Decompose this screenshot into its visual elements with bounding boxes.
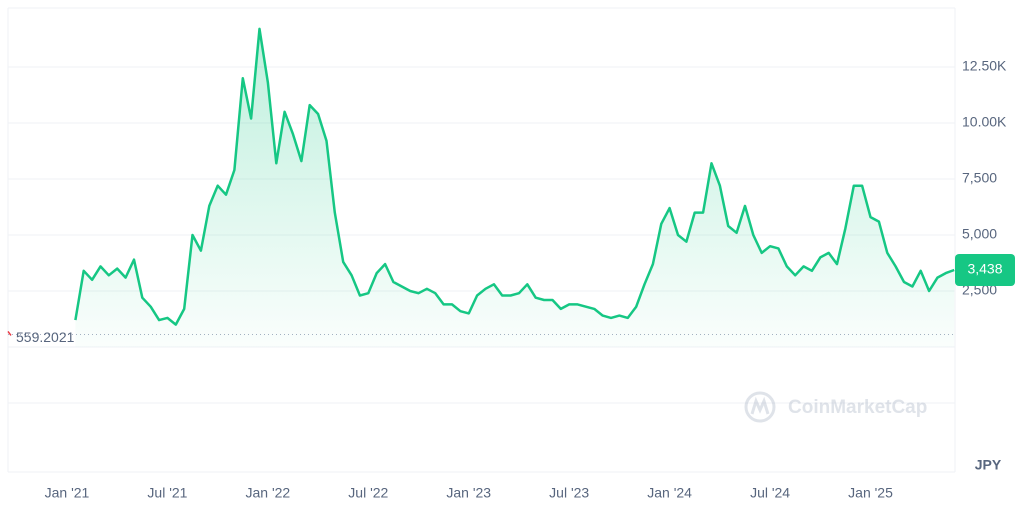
x-tick-label: Jan '22: [246, 485, 291, 501]
watermark-text: CoinMarketCap: [788, 397, 927, 418]
y-tick-label: 5,000: [962, 226, 997, 242]
x-tick-label: Jan '23: [446, 485, 491, 501]
x-tick-label: Jan '25: [848, 485, 893, 501]
x-tick-label: Jul '23: [549, 485, 589, 501]
currency-label: JPY: [975, 457, 1002, 473]
reference-marker: [7, 331, 12, 336]
y-tick-label: 12.50K: [962, 58, 1007, 74]
y-tick-label: 10.00K: [962, 114, 1007, 130]
current-price-badge: [955, 253, 1015, 286]
x-tick-label: Jan '21: [45, 485, 90, 501]
y-tick-label: 7,500: [962, 170, 997, 186]
reference-label: 559.2021: [16, 329, 75, 345]
price-area: [75, 28, 955, 348]
price-line: [74, 27, 955, 326]
x-tick-label: Jul '24: [750, 485, 790, 501]
x-tick-label: Jan '24: [647, 485, 692, 501]
x-tick-label: Jul '22: [348, 485, 388, 501]
x-tick-label: Jul '21: [147, 485, 187, 501]
watermark: CoinMarketCap: [744, 391, 927, 423]
current-price-label: 3,438: [967, 261, 1002, 277]
